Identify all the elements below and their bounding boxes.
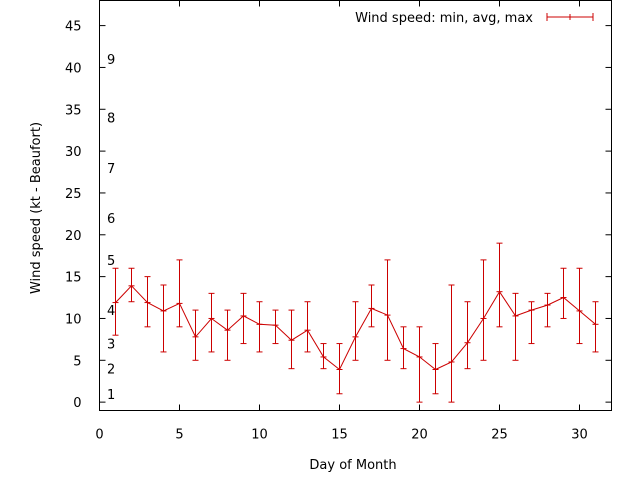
beaufort-scale-labels: 1 2 3 4 5 6 7 8 9	[107, 53, 115, 403]
y-tick-label: 10	[65, 312, 82, 327]
y-axis-label: Wind speed (kt - Beaufort)	[29, 122, 44, 294]
beaufort-label: 3	[107, 338, 115, 353]
y-tick-label: 40	[65, 61, 82, 76]
y-tick-label: 0	[73, 396, 81, 411]
beaufort-label: 5	[107, 254, 115, 269]
y-tick-label: 15	[65, 271, 82, 286]
x-tick-label: 20	[411, 428, 428, 443]
x-tick-label: 15	[331, 428, 348, 443]
y-tick-label: 30	[65, 145, 82, 160]
y-tick-label: 20	[65, 229, 82, 244]
wind-speed-series	[112, 242, 599, 403]
beaufort-label: 7	[107, 162, 115, 177]
beaufort-label: 8	[107, 112, 115, 127]
y-tick-label: 5	[73, 354, 81, 369]
y-tick-label: 45	[65, 20, 82, 35]
beaufort-label: 9	[107, 53, 115, 68]
y-tick-label: 25	[65, 187, 82, 202]
x-tick-label: 0	[95, 428, 103, 443]
legend-label: Wind speed: min, avg, max	[355, 11, 533, 26]
x-axis-label: Day of Month	[309, 458, 396, 473]
legend: Wind speed: min, avg, max	[355, 11, 594, 26]
x-tick-label: 25	[491, 428, 508, 443]
x-tick-label: 30	[571, 428, 588, 443]
beaufort-label: 6	[107, 212, 115, 227]
x-axis-ticks: 0 5 10 15 20 25 30	[95, 0, 588, 443]
beaufort-label: 4	[107, 304, 115, 319]
x-tick-label: 5	[175, 428, 183, 443]
beaufort-label: 1	[107, 388, 115, 403]
y-tick-label: 35	[65, 103, 82, 118]
plot-frame	[99, 0, 612, 411]
x-tick-label: 10	[251, 428, 268, 443]
beaufort-label: 2	[107, 363, 115, 378]
